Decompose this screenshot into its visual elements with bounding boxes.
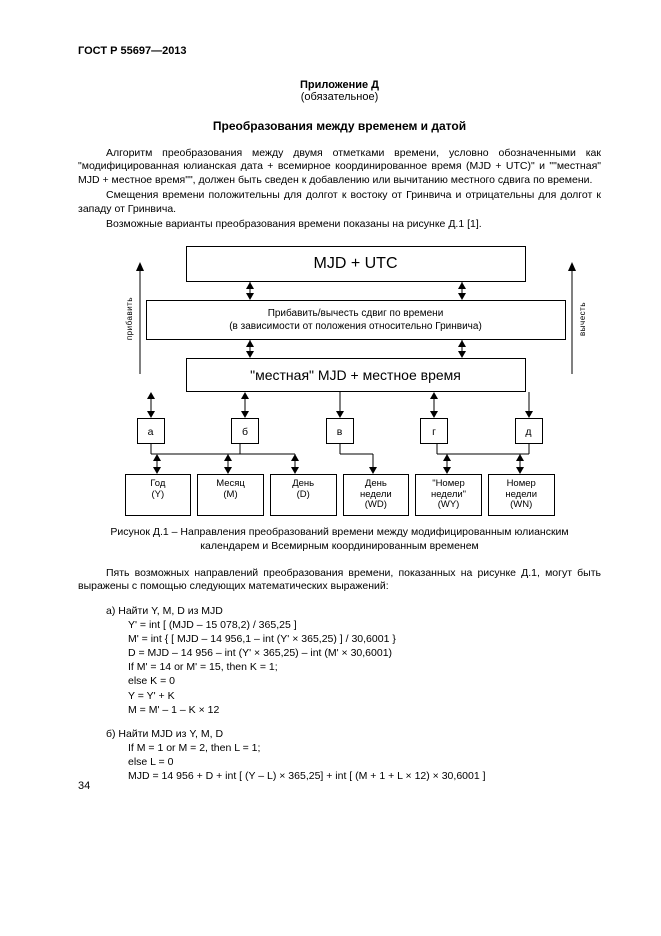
connector-lines [125,444,555,474]
arrow-bi-icon [239,392,251,418]
annex-label: Приложение Д [78,79,601,91]
box-day: День(D) [270,474,337,517]
arrow-up-right [566,259,578,379]
arrow-bi-icon [428,392,440,418]
box-month: Месяц(M) [197,474,264,517]
arrow-down-icon [456,282,468,300]
paragraph-2: Смещения времени положительны для долгот… [78,189,601,216]
arrow-down-icon [244,340,256,358]
small-box-d: д [515,418,543,444]
figure-caption: Рисунок Д.1 – Направления преобразований… [98,526,581,552]
figure-d1: прибавить MJD + UTC Прибавить/вычесть сд… [125,246,555,517]
math-block-b: б) Найти MJD из Y, M, D If M = 1 or M = … [128,727,601,784]
side-label-add: прибавить [125,297,134,340]
math-block-a: а) Найти Y, M, D из MJD Y' = int [ (MJD … [128,604,601,717]
box-weeknum: Номернедели(WN) [488,474,555,517]
paragraph-1: Алгоритм преобразования между двумя отме… [78,147,601,187]
box-year: Год(Y) [125,474,192,517]
small-box-a: а [137,418,165,444]
box-weekday: Деньнедели(WD) [343,474,410,517]
arrow-bi-icon [145,392,157,418]
small-box-g: г [420,418,448,444]
annex-type: (обязательное) [78,91,601,103]
box-weekyear: "Номернедели"(WY) [415,474,482,517]
box-mjd-utc: MJD + UTC [186,246,526,282]
small-box-b: б [231,418,259,444]
arrow-down-icon [456,340,468,358]
paragraph-3: Возможные варианты преобразования времен… [78,218,601,231]
arrow-down-icon [244,282,256,300]
box-offset-note: Прибавить/вычесть сдвиг по времени (в за… [146,300,566,340]
arrow-down-only-icon [334,392,346,418]
arrow-up-left [134,259,146,379]
box-local-mjd: "местная" MJD + местное время [186,358,526,392]
page-number: 34 [78,780,90,792]
paragraph-4: Пять возможных направлений преобразовани… [78,567,601,594]
side-label-sub: вычесть [578,302,587,336]
section-title: Преобразования между временем и датой [78,119,601,133]
small-box-v: в [326,418,354,444]
standard-code: ГОСТ Р 55697—2013 [78,45,601,57]
arrow-down-only-icon [523,392,535,418]
